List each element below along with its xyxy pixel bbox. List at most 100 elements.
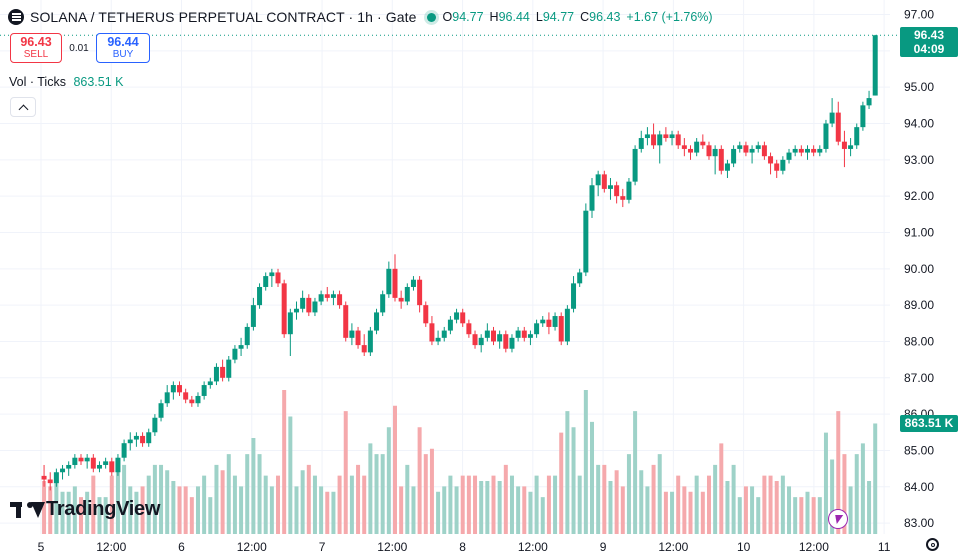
candle-body[interactable] [552,316,558,327]
candle-body[interactable] [361,345,367,353]
candle-body[interactable] [546,319,552,327]
candle-body[interactable] [423,305,429,324]
candle-body[interactable] [207,381,213,386]
candle-body[interactable] [688,148,694,153]
candle-body[interactable] [841,141,847,149]
candle-body[interactable] [860,105,866,128]
candle-body[interactable] [798,148,804,153]
candle-body[interactable] [478,337,484,346]
candle-body[interactable] [103,461,109,465]
candle-body[interactable] [743,145,749,153]
candle-body[interactable] [269,272,275,277]
candle-body[interactable] [447,319,453,331]
candle-body[interactable] [577,272,583,284]
candle-body[interactable] [460,312,466,324]
candle-body[interactable] [78,457,84,462]
candle-body[interactable] [53,472,59,484]
candle-body[interactable] [355,330,361,346]
candle-body[interactable] [774,163,780,171]
candle-body[interactable] [250,305,256,327]
candle-body[interactable] [201,385,207,396]
candle-body[interactable] [534,323,540,335]
candle-body[interactable] [263,276,269,287]
candle-body[interactable] [84,457,90,462]
candle-body[interactable] [675,134,681,146]
candle-body[interactable] [337,294,343,306]
candle-body[interactable] [786,152,792,160]
candle-body[interactable] [749,148,755,153]
candle-body[interactable] [737,145,743,149]
candle-body[interactable] [755,145,761,149]
candle-body[interactable] [792,148,798,153]
candle-body[interactable] [66,464,72,469]
candle-body[interactable] [435,337,441,342]
symbol-title[interactable]: SOLANA / TETHERUS PERPETUAL CONTRACT · 1… [30,9,417,25]
candle-body[interactable] [564,308,570,342]
candle-body[interactable] [238,345,244,349]
candle-body[interactable] [823,123,829,149]
candle-body[interactable] [380,294,386,313]
candle-body[interactable] [127,439,133,444]
candle-body[interactable] [848,145,854,149]
candle-body[interactable] [663,134,669,139]
candle-body[interactable] [244,326,250,346]
candle-body[interactable] [466,323,472,335]
candle-body[interactable] [367,330,373,353]
candle-body[interactable] [293,308,299,313]
sell-button[interactable]: 96.43 SELL [10,33,62,63]
candle-body[interactable] [306,297,312,313]
candle-body[interactable] [164,392,170,404]
candle-body[interactable] [96,464,102,469]
candle-body[interactable] [257,286,263,306]
candle-body[interactable] [835,112,841,142]
candle-body[interactable] [811,148,817,153]
candle-body[interactable] [595,174,601,186]
candle-body[interactable] [638,138,644,149]
candle-body[interactable] [497,334,503,342]
buy-button[interactable]: 96.44 BUY [96,33,150,63]
candle-body[interactable] [614,185,620,197]
candle-body[interactable] [829,112,835,124]
candle-body[interactable] [232,348,238,360]
candle-body[interactable] [330,294,336,298]
candle-body[interactable] [158,403,164,418]
candle-body[interactable] [515,330,521,338]
candle-body[interactable] [620,196,626,200]
candle-body[interactable] [189,399,195,404]
candle-body[interactable] [521,330,527,338]
collapse-legend-button[interactable] [10,97,36,117]
candle-body[interactable] [626,181,632,200]
candle-body[interactable] [601,174,607,189]
candle-body[interactable] [374,312,380,331]
candle-body[interactable] [694,141,700,153]
candle-body[interactable] [558,316,564,342]
candle-body[interactable] [669,134,675,139]
candle-body[interactable] [509,337,515,349]
candle-body[interactable] [632,148,638,182]
candle-body[interactable] [441,330,447,338]
candle-body[interactable] [115,457,121,473]
candle-body[interactable] [275,272,281,284]
candle-body[interactable] [226,359,232,378]
candle-body[interactable] [410,279,416,287]
candle-body[interactable] [429,323,435,342]
candle-body[interactable] [761,145,767,157]
candle-body[interactable] [220,366,226,378]
candle-body[interactable] [503,334,509,349]
candle-body[interactable] [417,279,423,306]
candle-body[interactable] [300,297,306,309]
candle-body[interactable] [398,297,404,302]
candle-body[interactable] [90,457,96,469]
candle-body[interactable] [152,417,158,433]
candle-body[interactable] [589,185,595,211]
candle-body[interactable] [657,134,663,146]
candle-body[interactable] [109,461,115,473]
candle-body[interactable] [183,392,189,400]
candle-body[interactable] [343,305,349,338]
candle-body[interactable] [651,134,657,146]
candle-body[interactable] [607,185,613,189]
candle-body[interactable] [386,268,392,295]
candle-body[interactable] [133,435,139,440]
candle-body[interactable] [349,330,355,338]
